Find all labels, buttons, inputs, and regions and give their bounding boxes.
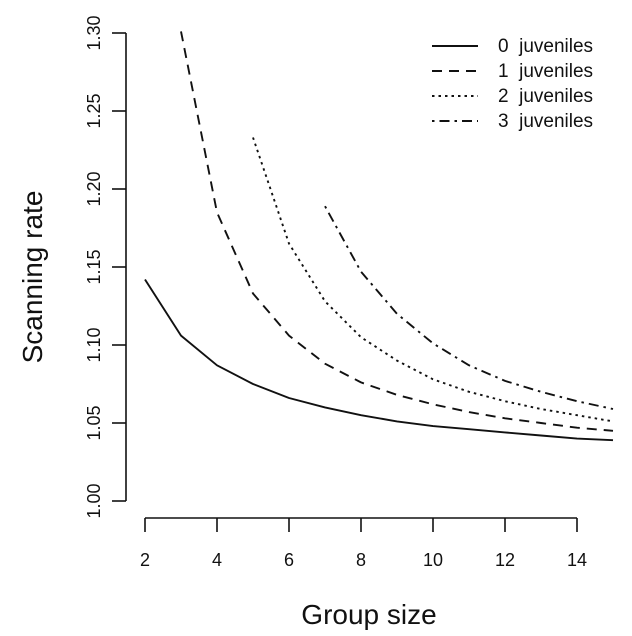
x-tick-label: 8 — [356, 550, 366, 570]
y-tick-label: 1.30 — [84, 15, 104, 50]
legend-label: 1 juveniles — [498, 61, 593, 82]
axes: 2 4 6 8 10 12 14 1.00 1.05 1.10 1.15 1.20 1.25 1.30 — [84, 15, 587, 570]
series-line-dashed — [180, 31, 614, 432]
legend-label: 0 juveniles — [498, 36, 593, 57]
x-tick-label: 2 — [140, 550, 150, 570]
x-tick-label: 6 — [284, 550, 294, 570]
legend-label: 2 juveniles — [498, 86, 593, 107]
y-tick-label: 1.25 — [84, 93, 104, 128]
x-tick-label: 10 — [423, 550, 443, 570]
y-tick-label: 1.20 — [84, 171, 104, 206]
x-tick-label: 4 — [212, 550, 222, 570]
y-tick-label: 1.05 — [84, 405, 104, 440]
y-tick-label: 1.00 — [84, 483, 104, 518]
series-line-solid — [144, 278, 614, 442]
x-axis-title: Group size — [301, 599, 436, 630]
legend: 0 juveniles 1 juveniles 2 juveniles 3 juven… — [432, 36, 593, 132]
series-line-dashdot — [324, 205, 614, 410]
series-line-dotted — [252, 137, 614, 423]
x-tick-label: 14 — [567, 550, 587, 570]
legend-label: 3 juveniles — [498, 111, 593, 132]
x-tick-label: 12 — [495, 550, 515, 570]
series-layer — [144, 31, 614, 442]
y-tick-label: 1.10 — [84, 327, 104, 362]
y-tick-label: 1.15 — [84, 249, 104, 284]
y-axis-title: Scanning rate — [17, 191, 48, 364]
